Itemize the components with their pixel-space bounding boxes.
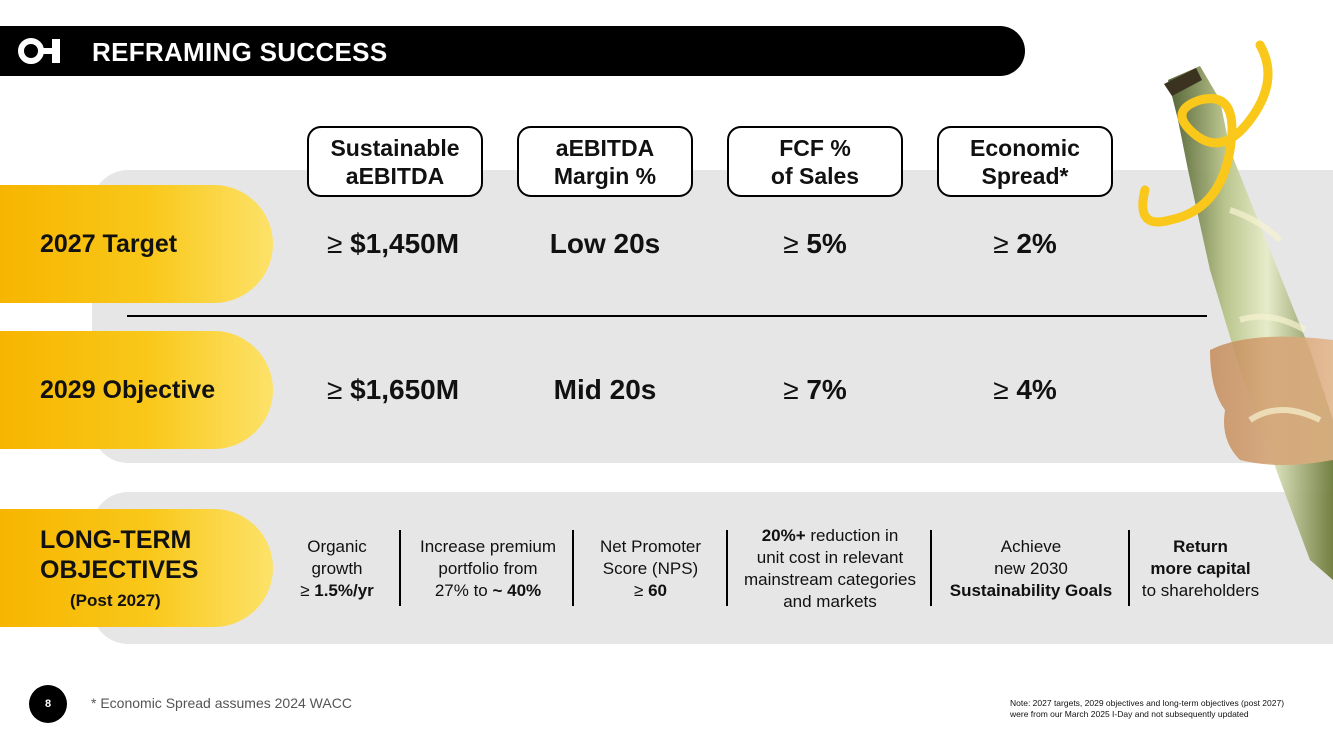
objective-line: Organic	[307, 537, 367, 556]
value-prefix: ≥	[993, 374, 1017, 405]
column-header-line: aEBITDA	[345, 162, 445, 189]
long-term-line-1: LONG-TERM	[40, 526, 192, 554]
value-text: Mid 20s	[553, 374, 657, 405]
row-label-long-term-objectives: LONG-TERM OBJECTIVES (Post 2027)	[0, 509, 273, 627]
long-term-subtitle: (Post 2027)	[70, 591, 161, 610]
value-2027-spread: ≥ 2%	[915, 228, 1135, 260]
value-2029-margin: Mid 20s	[495, 374, 715, 406]
footnote: * Economic Spread assumes 2024 WACC	[91, 695, 352, 711]
value-2029-fcf: ≥ 7%	[705, 374, 925, 406]
objective-line: portfolio from	[438, 559, 538, 578]
value-text: 2%	[1016, 228, 1057, 259]
objective-highlight: 60	[648, 581, 667, 600]
objective-highlight: Sustainability Goals	[949, 581, 1113, 600]
value-2027-fcf: ≥ 5%	[705, 228, 925, 260]
objective-text: ≥	[634, 581, 649, 600]
objective-text: 27% to	[434, 581, 493, 600]
value-text: 5%	[806, 228, 847, 259]
objective-line: growth	[311, 559, 363, 578]
value-2029-spread: ≥ 4%	[915, 374, 1135, 406]
value-text: $1,450M	[350, 228, 460, 259]
column-header-line: aEBITDA	[555, 134, 655, 161]
header-bar: REFRAMING SUCCESS	[0, 26, 1025, 76]
o-i-logo-icon	[18, 38, 60, 64]
page-number: 8	[29, 685, 67, 723]
objective-text: ≥	[300, 581, 315, 600]
column-header-line: FCF %	[779, 134, 851, 161]
objective-line: to shareholders	[1141, 581, 1260, 600]
objective-text: reduction in	[805, 526, 899, 545]
objective-highlight: ~ 40%	[492, 581, 542, 600]
value-prefix: ≥	[783, 374, 807, 405]
page-title: REFRAMING SUCCESS	[92, 37, 388, 67]
row-label-2029-objective: 2029 Objective	[0, 331, 273, 449]
column-header-fcf: FCF % of Sales	[727, 126, 903, 197]
glass-bottle-icon	[1138, 40, 1333, 580]
value-prefix: ≥	[326, 228, 351, 259]
objective-separator	[399, 530, 401, 606]
value-2027-aebitda: ≥ $1,450M	[283, 228, 503, 260]
objective-line: Increase premium	[419, 537, 557, 556]
objective-highlight: 20%+	[761, 526, 806, 545]
long-term-panel	[92, 492, 1333, 644]
objective-organic-growth: Organic growth ≥ 1.5%/yr	[282, 528, 392, 610]
objective-highlight: 1.5%/yr	[314, 581, 374, 600]
objective-nps: Net Promoter Score (NPS) ≥ 60	[578, 528, 723, 610]
row-label-text: 2029 Objective	[40, 375, 216, 404]
value-text: $1,650M	[350, 374, 460, 405]
objective-line: unit cost in relevant	[756, 548, 904, 567]
objective-line: Score (NPS)	[602, 559, 699, 578]
disclaimer-note: Note: 2027 targets, 2029 objectives and …	[1010, 698, 1285, 719]
column-header-line: Spread*	[981, 162, 1069, 189]
row-label-text: 2027 Target	[40, 229, 178, 258]
value-2027-margin: Low 20s	[495, 228, 715, 260]
column-header-line: Margin %	[553, 162, 657, 189]
objective-unit-cost: 20%+ reduction in unit cost in relevant …	[732, 526, 928, 611]
objective-line: Achieve	[1000, 537, 1062, 556]
column-header-line: of Sales	[770, 162, 860, 189]
column-header-aebitda-margin: aEBITDA Margin %	[517, 126, 693, 197]
row-label-2027-target: 2027 Target	[0, 185, 273, 303]
objective-highlight: Return	[1173, 537, 1228, 556]
objective-premium-portfolio: Increase premium portfolio from 27% to ~…	[405, 528, 571, 610]
value-text: 4%	[1016, 374, 1057, 405]
long-term-line-2: OBJECTIVES	[40, 556, 199, 584]
objective-line: and markets	[783, 592, 877, 611]
value-text: Low 20s	[549, 228, 661, 259]
objective-separator	[1128, 530, 1130, 606]
value-prefix: ≥	[326, 374, 351, 405]
objective-sustainability: Achieve new 2030 Sustainability Goals	[936, 528, 1126, 610]
column-header-sustainable-aebitda: Sustainable aEBITDA	[307, 126, 483, 197]
objective-return-capital: Return more capital to shareholders	[1133, 528, 1268, 610]
column-header-line: Sustainable	[330, 134, 460, 161]
value-prefix: ≥	[783, 228, 807, 259]
objective-separator	[572, 530, 574, 606]
column-header-line: Economic	[970, 134, 1080, 161]
value-text: 7%	[806, 374, 847, 405]
objective-separator	[930, 530, 932, 606]
objective-line: mainstream categories	[744, 570, 916, 589]
objective-line: Net Promoter	[599, 537, 702, 556]
objective-separator	[726, 530, 728, 606]
value-prefix: ≥	[993, 228, 1017, 259]
objective-line: new 2030	[994, 559, 1068, 578]
row-divider	[127, 315, 1207, 317]
objective-highlight: more capital	[1150, 559, 1251, 578]
value-2029-aebitda: ≥ $1,650M	[283, 374, 503, 406]
column-header-economic-spread: Economic Spread*	[937, 126, 1113, 197]
